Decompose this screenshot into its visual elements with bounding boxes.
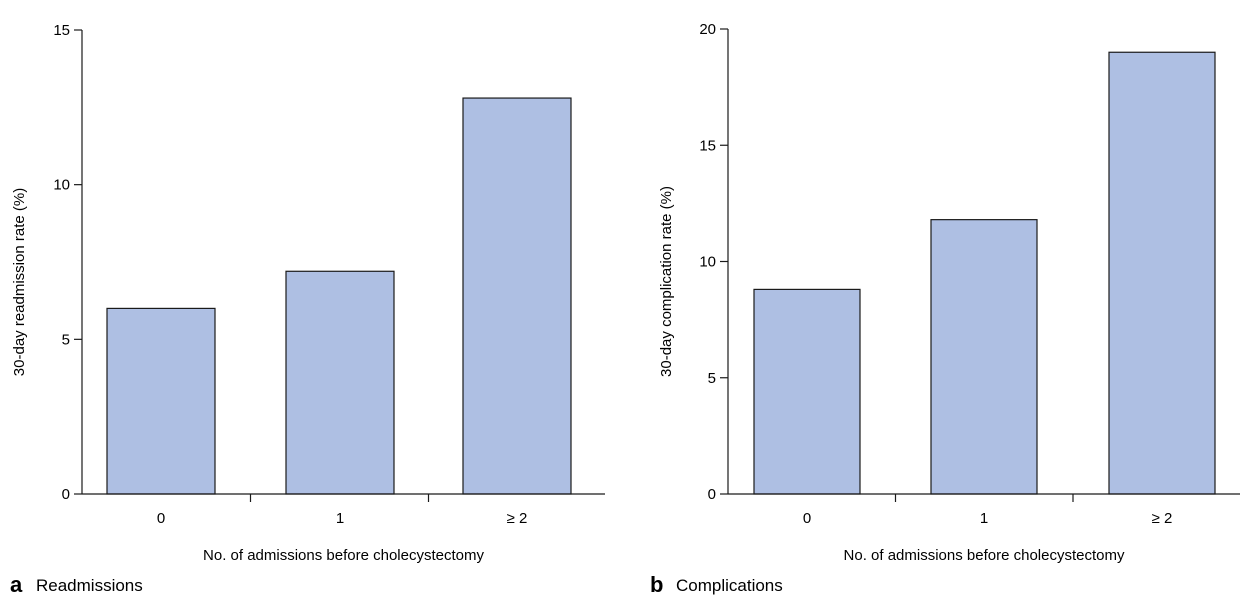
y-axis-label: 30-day readmission rate (%) [11,188,28,376]
panel-letter: a [10,572,23,597]
x-tick-label: 1 [980,510,988,527]
y-tick-label: 10 [53,177,70,194]
panel-title: Readmissions [36,576,143,595]
panel-letter: b [650,572,663,597]
x-tick-label: 0 [803,510,811,527]
y-tick-label: 0 [62,486,70,503]
y-tick-label: 10 [699,254,716,271]
bar-0 [106,307,216,495]
y-tick-label: 5 [62,331,70,348]
bar-2 [1108,51,1216,495]
y-tick-label: 5 [708,370,716,387]
x-tick-label: ≥ 2 [507,510,528,527]
x-tick-label: 0 [157,510,165,527]
bar-0 [753,288,861,495]
y-axis-label: 30-day complication rate (%) [658,186,675,377]
x-tick-label: 1 [336,510,344,527]
y-tick-label: 0 [708,486,716,503]
bar-2 [462,97,572,495]
panel-b-complications: 0 5 10 15 20 0 1 ≥ 2 No. of admissions before ch… [650,21,1240,597]
x-axis-label: No. of admissions before cholecystectomy [203,547,484,564]
y-tick-label: 15 [53,22,70,39]
y-tick-label: 20 [699,21,716,38]
panel-a-readmissions: 0 5 10 15 0 1 ≥ 2 No. of admissions before chol… [10,22,605,597]
y-tick-label: 15 [699,137,716,154]
x-axis-label: No. of admissions before cholecystectomy [844,547,1125,564]
x-tick-label: ≥ 2 [1152,510,1173,527]
bar-1 [285,270,395,495]
bar-1 [930,219,1038,495]
panel-title: Complications [676,576,783,595]
